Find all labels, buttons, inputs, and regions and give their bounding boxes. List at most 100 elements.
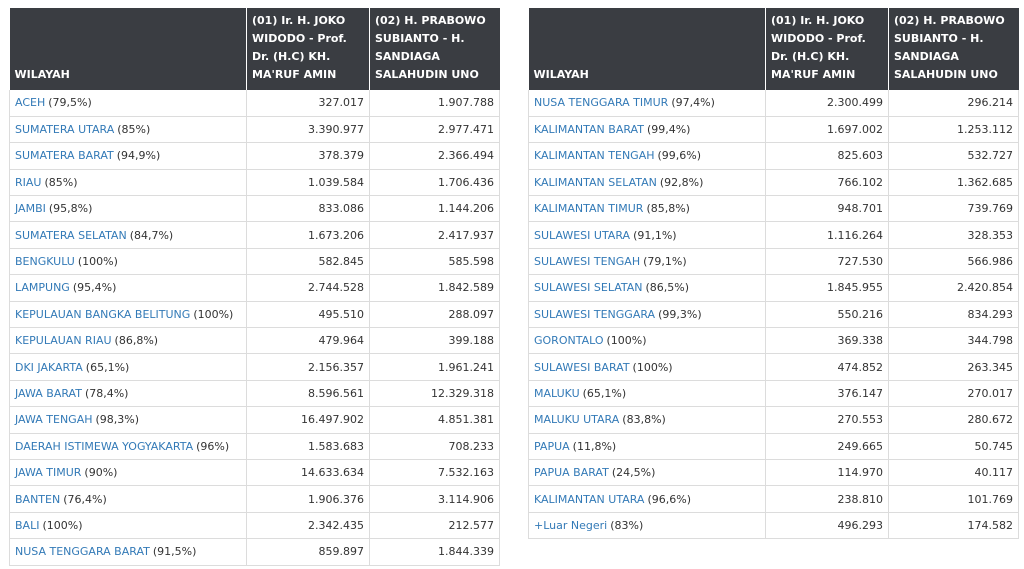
region-link[interactable]: SUMATERA SELATAN bbox=[15, 228, 127, 242]
region-link[interactable]: KALIMANTAN SELATAN bbox=[534, 175, 657, 189]
candidate2-votes: 296.214 bbox=[888, 90, 1019, 117]
candidate2-votes: 280.672 bbox=[888, 406, 1019, 434]
region-link[interactable]: KALIMANTAN TIMUR bbox=[534, 202, 644, 216]
region-link[interactable]: KALIMANTAN BARAT bbox=[534, 123, 644, 137]
region-cell: KEPULAUAN RIAU (86,8%) bbox=[9, 327, 247, 355]
region-link[interactable]: SULAWESI BARAT bbox=[534, 360, 630, 374]
candidate1-votes: 1.039.584 bbox=[246, 169, 370, 197]
region-percentage: (86,5%) bbox=[645, 281, 690, 295]
region-link[interactable]: DAERAH ISTIMEWA YOGYAKARTA bbox=[15, 439, 194, 453]
region-percentage: (95,8%) bbox=[48, 202, 93, 216]
region-percentage: (83,8%) bbox=[622, 413, 666, 427]
region-link[interactable]: KALIMANTAN UTARA bbox=[534, 492, 645, 506]
candidate1-votes: 16.497.902 bbox=[246, 406, 370, 434]
region-link[interactable]: PAPUA bbox=[534, 439, 570, 453]
region-link[interactable]: BANTEN bbox=[15, 492, 61, 506]
region-link[interactable]: JAWA TIMUR bbox=[15, 466, 82, 480]
table-row: LAMPUNG (95,4%) 2.744.528 1.842.589 bbox=[9, 274, 500, 302]
candidate2-votes: 2.420.854 bbox=[888, 274, 1019, 302]
region-link[interactable]: KALIMANTAN TENGAH bbox=[534, 149, 655, 163]
candidate1-votes: 825.603 bbox=[765, 142, 889, 170]
region-link[interactable]: SULAWESI SELATAN bbox=[534, 281, 643, 295]
region-link[interactable]: LAMPUNG bbox=[15, 281, 70, 295]
candidate2-header: (02) H. PRABOWO SUBIANTO - H. SANDIAGA S… bbox=[888, 8, 1019, 90]
table-row: PAPUA BARAT (24,5%) 114.970 40.117 bbox=[528, 459, 1019, 487]
region-percentage: (96,6%) bbox=[647, 492, 691, 506]
candidate2-votes: 585.598 bbox=[369, 248, 500, 276]
table-row: GORONTALO (100%) 369.338 344.798 bbox=[528, 327, 1019, 355]
region-header: WILAYAH bbox=[528, 8, 766, 90]
region-cell: KALIMANTAN SELATAN (92,8%) bbox=[528, 169, 766, 197]
candidate2-votes: 263.345 bbox=[888, 353, 1019, 381]
region-percentage: (86,8%) bbox=[114, 334, 159, 348]
candidate1-votes: 496.293 bbox=[765, 512, 889, 540]
region-percentage: (79,5%) bbox=[48, 96, 92, 110]
region-cell: JAMBI (95,8%) bbox=[9, 195, 247, 223]
candidate1-votes: 1.845.955 bbox=[765, 274, 889, 302]
region-link[interactable]: +Luar Negeri bbox=[534, 518, 608, 532]
region-percentage: (85,8%) bbox=[646, 202, 690, 216]
region-cell: SUMATERA BARAT (94,9%) bbox=[9, 142, 247, 170]
region-link[interactable]: SULAWESI UTARA bbox=[534, 228, 631, 242]
region-link[interactable]: NUSA TENGGARA TIMUR bbox=[534, 96, 669, 110]
region-link[interactable]: BENGKULU bbox=[15, 255, 75, 269]
region-link[interactable]: JAWA BARAT bbox=[15, 386, 82, 400]
region-link[interactable]: RIAU bbox=[15, 175, 42, 189]
region-cell: BENGKULU (100%) bbox=[9, 248, 247, 276]
candidate2-votes: 1.144.206 bbox=[369, 195, 500, 223]
region-link[interactable]: MALUKU bbox=[534, 386, 580, 400]
region-link[interactable]: GORONTALO bbox=[534, 334, 604, 348]
table-row: BALI (100%) 2.342.435 212.577 bbox=[9, 512, 500, 540]
candidate1-votes: 249.665 bbox=[765, 433, 889, 460]
table-row: JAWA BARAT (78,4%) 8.596.561 12.329.318 bbox=[9, 380, 500, 408]
region-link[interactable]: SULAWESI TENGAH bbox=[534, 255, 641, 269]
candidate2-votes: 532.727 bbox=[888, 142, 1019, 170]
candidate1-votes: 8.596.561 bbox=[246, 380, 370, 408]
region-link[interactable]: NUSA TENGGARA BARAT bbox=[15, 545, 150, 559]
candidate2-votes: 739.769 bbox=[888, 195, 1019, 223]
table-row: NUSA TENGGARA BARAT (91,5%) 859.897 1.844.3… bbox=[9, 538, 500, 566]
region-link[interactable]: SULAWESI TENGGARA bbox=[534, 307, 656, 321]
region-link[interactable]: DKI JAKARTA bbox=[15, 360, 83, 374]
region-percentage: (94,9%) bbox=[116, 149, 161, 163]
candidate2-votes: 399.188 bbox=[369, 327, 500, 355]
candidate1-votes: 1.673.206 bbox=[246, 221, 370, 249]
candidate1-votes: 766.102 bbox=[765, 169, 889, 197]
region-link[interactable]: SUMATERA BARAT bbox=[15, 149, 114, 163]
region-link[interactable]: KEPULAUAN RIAU bbox=[15, 334, 112, 348]
candidate1-votes: 369.338 bbox=[765, 327, 889, 355]
candidate1-header: (01) Ir. H. JOKO WIDODO - Prof. Dr. (H.C… bbox=[765, 8, 889, 90]
region-percentage: (92,8%) bbox=[659, 175, 704, 189]
region-percentage: (100%) bbox=[42, 518, 83, 532]
region-percentage: (76,4%) bbox=[63, 492, 107, 506]
region-link[interactable]: PAPUA BARAT bbox=[534, 466, 609, 480]
candidate1-votes: 1.583.683 bbox=[246, 433, 370, 460]
candidate1-votes: 378.379 bbox=[246, 142, 370, 170]
table-row: KALIMANTAN TIMUR (85,8%) 948.701 739.769 bbox=[528, 195, 1019, 223]
table-row: JAWA TENGAH (98,3%) 16.497.902 4.851.381 bbox=[9, 406, 500, 434]
table-row: MALUKU (65,1%) 376.147 270.017 bbox=[528, 380, 1019, 408]
region-cell: ACEH (79,5%) bbox=[9, 90, 247, 117]
region-link[interactable]: KEPULAUAN BANGKA BELITUNG bbox=[15, 307, 191, 321]
candidate1-votes: 479.964 bbox=[246, 327, 370, 355]
results-table-left: WILAYAH (01) Ir. H. JOKO WIDODO - Prof. … bbox=[9, 8, 500, 566]
candidate2-votes: 2.977.471 bbox=[369, 116, 500, 144]
region-link[interactable]: MALUKU UTARA bbox=[534, 413, 620, 427]
region-cell: KEPULAUAN BANGKA BELITUNG (100%) bbox=[9, 301, 247, 329]
table-row: DAERAH ISTIMEWA YOGYAKARTA (96%) 1.583.683… bbox=[9, 433, 500, 460]
region-cell: DKI JAKARTA (65,1%) bbox=[9, 353, 247, 381]
region-cell: DAERAH ISTIMEWA YOGYAKARTA (96%) bbox=[9, 433, 247, 460]
table-row: KALIMANTAN BARAT (99,4%) 1.697.002 1.253.11… bbox=[528, 116, 1019, 144]
region-link[interactable]: JAMBI bbox=[15, 202, 46, 216]
candidate1-votes: 2.342.435 bbox=[246, 512, 370, 540]
candidate2-header: (02) H. PRABOWO SUBIANTO - H. SANDIAGA S… bbox=[369, 8, 500, 90]
region-link[interactable]: JAWA TENGAH bbox=[15, 413, 93, 427]
candidate2-votes: 12.329.318 bbox=[369, 380, 500, 408]
region-link[interactable]: BALI bbox=[15, 518, 40, 532]
region-link[interactable]: ACEH bbox=[15, 96, 46, 110]
region-cell: SULAWESI UTARA (91,1%) bbox=[528, 221, 766, 249]
region-percentage: (78,4%) bbox=[84, 386, 129, 400]
region-link[interactable]: SUMATERA UTARA bbox=[15, 123, 115, 137]
candidate2-votes: 1.362.685 bbox=[888, 169, 1019, 197]
table-row: +Luar Negeri (83%) 496.293 174.582 bbox=[528, 512, 1019, 540]
